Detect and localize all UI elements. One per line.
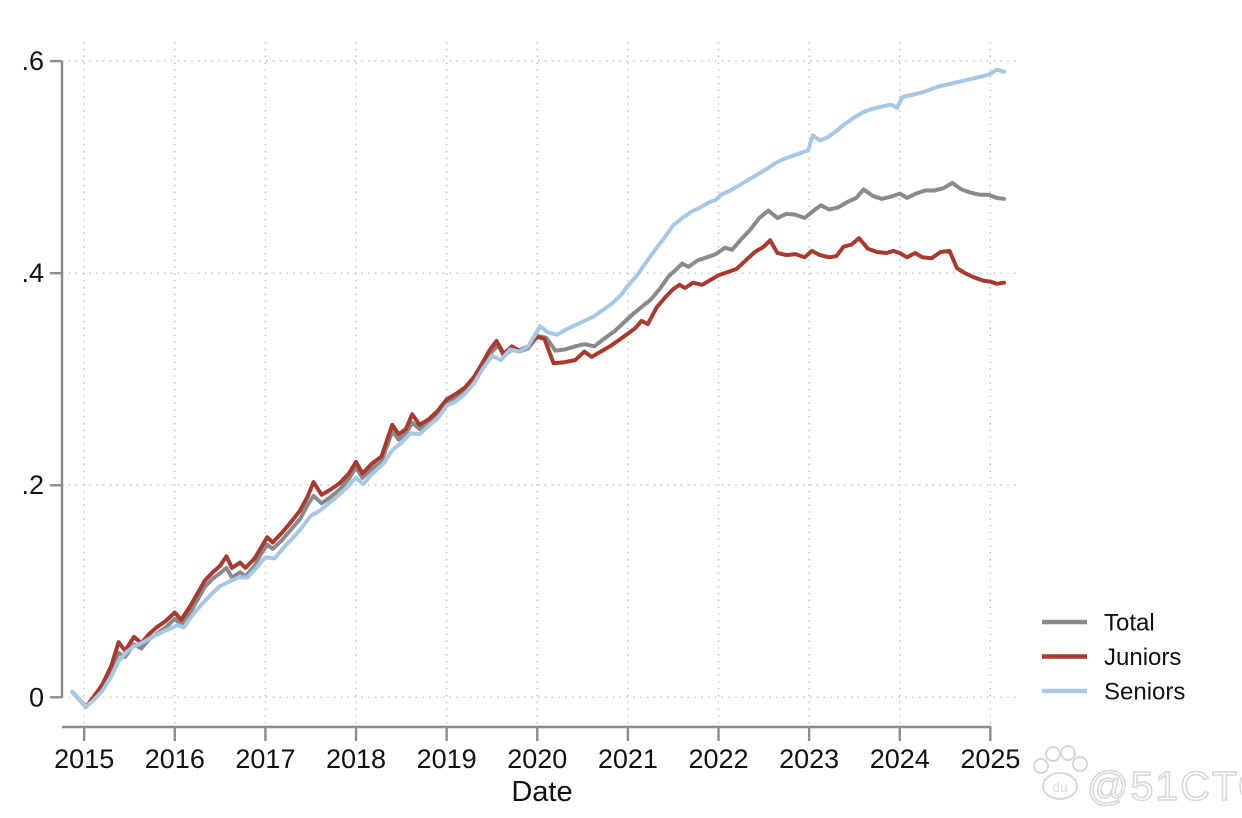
x-tick-label: 2021	[598, 744, 658, 774]
x-axis-tick-labels: 2015 2016 2017 2018 2019 2020 2021 2022 2023 2024…	[54, 744, 1020, 774]
baidu-paw-icon	[1033, 745, 1088, 800]
x-tick-label: 2015	[54, 744, 114, 774]
x-tick-label: 2025	[960, 744, 1020, 774]
x-tick-label: 2019	[417, 744, 477, 774]
legend-label-juniors: Juniors	[1104, 644, 1181, 671]
series-line-seniors	[70, 67, 1006, 709]
watermark-paw-label: du	[1052, 779, 1068, 795]
gridlines	[62, 42, 1018, 727]
y-tick-label: .4	[21, 258, 44, 288]
y-tick-label: 0	[29, 682, 44, 712]
y-tick-label: .6	[21, 46, 44, 76]
x-tick-label: 2022	[688, 744, 748, 774]
watermark: du @51CTO	[1033, 745, 1242, 810]
watermark-handle: @51CTO	[1087, 763, 1242, 809]
legend: Total Juniors Seniors	[1042, 610, 1185, 706]
x-tick-label: 2020	[507, 744, 567, 774]
y-tick-label: .2	[21, 470, 44, 500]
x-tick-label: 2023	[779, 744, 839, 774]
y-axis-tick-labels: 0 .2 .4 .6	[21, 46, 44, 712]
axes	[50, 59, 992, 741]
series-line-total	[70, 181, 1006, 709]
x-tick-label: 2018	[326, 744, 386, 774]
legend-label-total: Total	[1104, 610, 1155, 637]
x-tick-label: 2024	[870, 744, 930, 774]
x-tick-label: 2016	[145, 744, 205, 774]
series-lines	[70, 67, 1006, 709]
legend-label-seniors: Seniors	[1104, 679, 1185, 706]
x-tick-label: 2017	[235, 744, 295, 774]
series-line-juniors	[70, 236, 1006, 709]
x-axis-title: Date	[511, 776, 572, 808]
